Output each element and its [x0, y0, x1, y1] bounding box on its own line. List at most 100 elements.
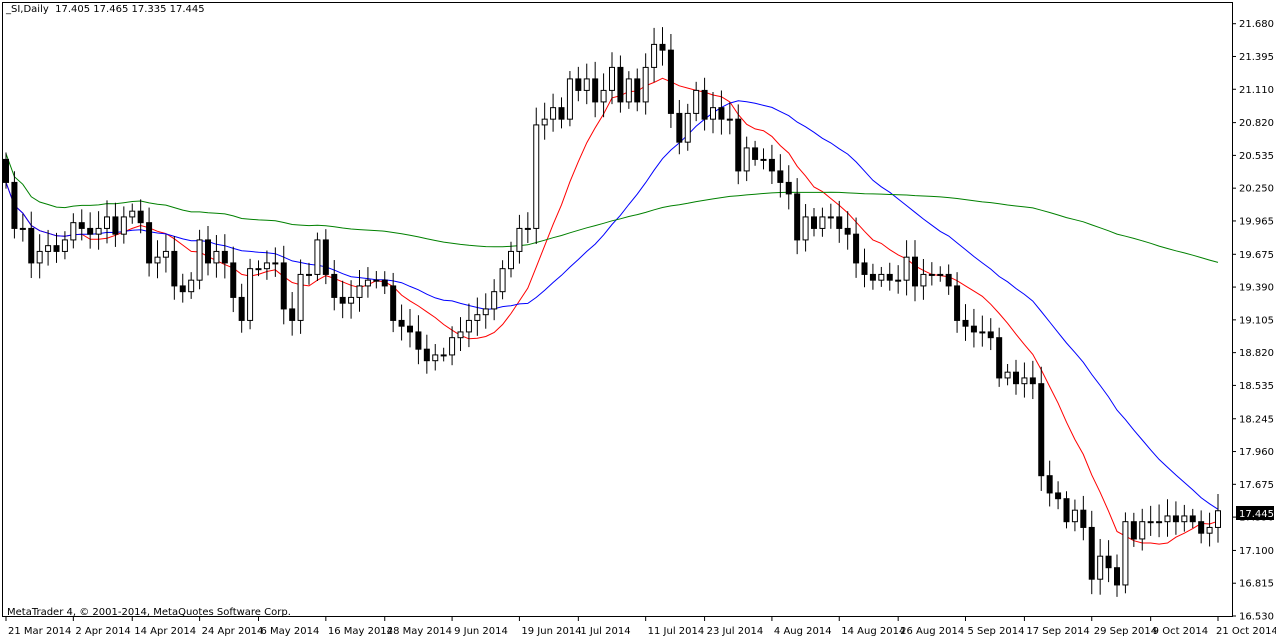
candle-body — [524, 227, 531, 230]
candle-body — [886, 273, 893, 281]
candle-body — [802, 216, 809, 241]
candle-body — [221, 250, 228, 264]
candle-body — [609, 66, 615, 91]
candle-body — [962, 319, 969, 327]
candle — [785, 165, 792, 210]
candle-body — [70, 222, 77, 241]
candle-body — [508, 250, 514, 270]
candle — [558, 97, 565, 129]
candle-body — [1088, 526, 1095, 580]
candle-body — [760, 158, 767, 161]
candle — [230, 246, 237, 313]
candle — [348, 280, 355, 319]
candle-body — [162, 250, 169, 258]
candle — [760, 148, 767, 170]
candle-body — [297, 273, 304, 321]
candle-body — [996, 337, 1003, 379]
candle-body — [869, 273, 876, 281]
candle-body — [407, 325, 413, 333]
candle — [987, 318, 994, 351]
candle-body — [651, 43, 658, 68]
candle-body — [415, 331, 422, 350]
candle — [179, 273, 186, 303]
candle — [718, 90, 725, 135]
candle-body — [895, 279, 902, 282]
candle-body — [903, 256, 910, 281]
candle-body — [583, 78, 590, 91]
candle — [836, 200, 843, 243]
candle-body — [676, 112, 683, 143]
x-tick-label: 9 Oct 2014 — [1153, 626, 1208, 637]
y-tick-label: 19.675 — [1239, 250, 1274, 261]
candle — [491, 279, 498, 321]
candle — [777, 154, 784, 198]
candle — [221, 234, 228, 279]
candle — [954, 272, 961, 333]
x-tick-label: 1 Jul 2014 — [580, 626, 630, 637]
candle — [407, 308, 413, 348]
candle-body — [642, 66, 649, 103]
current-price-tag: 17.445 — [1236, 506, 1274, 520]
candle — [617, 55, 624, 113]
candle-body — [861, 262, 868, 275]
candle — [137, 199, 144, 234]
candle-body — [432, 354, 439, 362]
candle-body — [213, 250, 220, 264]
candle — [457, 317, 464, 352]
candle-body — [381, 279, 388, 287]
candle — [524, 212, 531, 244]
candle — [592, 61, 599, 118]
candle — [1080, 495, 1087, 541]
copyright-text: MetaTrader 4, © 2001-2014, MetaQuotes So… — [7, 607, 291, 618]
candle — [61, 231, 68, 260]
candle — [499, 260, 506, 300]
candle — [651, 27, 658, 83]
candle-body — [247, 268, 254, 321]
candle-body — [1021, 377, 1028, 385]
candle-body — [752, 147, 759, 160]
candle-body — [979, 331, 986, 334]
candle — [541, 102, 548, 140]
candle — [1029, 360, 1036, 400]
candle-body — [129, 210, 136, 218]
candle-body — [1206, 526, 1213, 534]
candle — [886, 262, 893, 291]
candle — [1130, 512, 1137, 547]
candle — [962, 304, 969, 341]
candle-body — [398, 319, 405, 327]
candle — [415, 315, 422, 365]
candle — [600, 73, 607, 118]
candle — [1105, 540, 1112, 583]
candle-body — [1172, 515, 1179, 523]
candle — [945, 264, 952, 295]
candle — [78, 209, 85, 241]
candle — [794, 178, 801, 255]
candle — [1181, 504, 1188, 532]
candle-body — [1097, 555, 1104, 580]
candle — [1004, 364, 1011, 386]
candle — [1021, 362, 1028, 398]
ma-slow-line — [5, 153, 1219, 263]
candle-body — [726, 118, 733, 121]
candle — [1147, 505, 1154, 536]
candle — [120, 206, 127, 244]
candle — [1038, 366, 1045, 491]
candle — [205, 226, 211, 276]
candle-body — [356, 285, 363, 298]
candle — [516, 214, 523, 264]
candle-body — [272, 262, 279, 265]
y-tick-label: 17.675 — [1239, 480, 1274, 491]
candle-body — [423, 348, 430, 362]
candle — [3, 152, 9, 189]
candle — [979, 315, 986, 347]
x-tick-label: 9 Jun 2014 — [454, 626, 508, 637]
candle-body — [95, 227, 102, 235]
candle-body — [1063, 498, 1070, 523]
candle — [339, 280, 346, 319]
candle — [684, 103, 691, 151]
x-tick-label: 6 May 2014 — [261, 626, 320, 637]
candle — [129, 203, 136, 224]
candle — [19, 213, 26, 242]
candle-body — [87, 227, 94, 235]
candle — [364, 267, 371, 298]
